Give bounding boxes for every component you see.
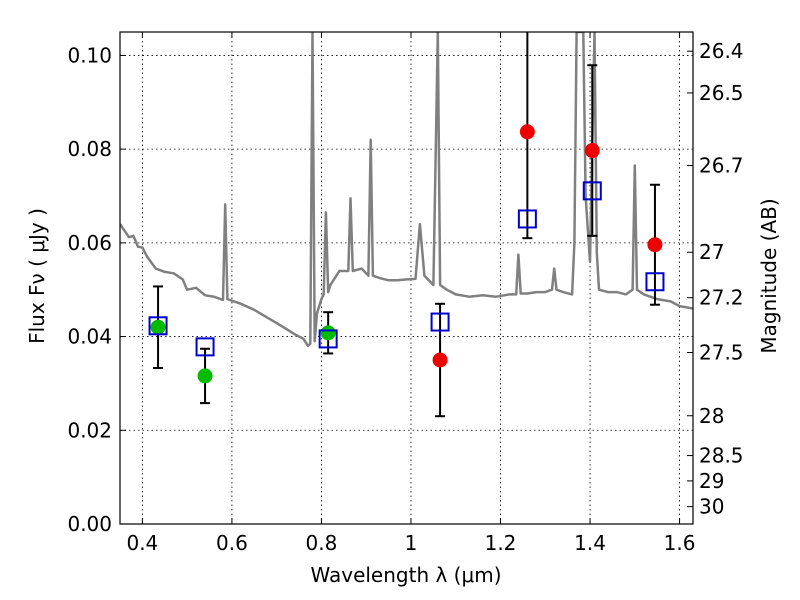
y-tick-label: 0.10 xyxy=(67,43,112,67)
right-tick-label: 28.5 xyxy=(699,444,744,468)
red-data-point xyxy=(519,124,535,140)
right-tick-label: 26.7 xyxy=(699,154,744,178)
right-tick-label: 26.4 xyxy=(699,39,744,63)
right-tick-label: 29 xyxy=(699,469,724,493)
y-tick-label: 0.02 xyxy=(67,418,112,442)
right-tick-label: 27 xyxy=(699,240,724,264)
model-square-marker xyxy=(645,272,665,292)
red-data-point xyxy=(432,352,448,368)
x-tick-label: 0.4 xyxy=(126,531,158,555)
model-square-marker xyxy=(582,181,602,201)
right-axis-label: Magnitude (AB) xyxy=(757,198,781,353)
y-axis-label: Flux Fν ( μJy ) xyxy=(25,208,49,344)
x-tick-label: 1.2 xyxy=(485,531,517,555)
x-tick-label: 1 xyxy=(405,531,418,555)
x-tick-label: 0.6 xyxy=(216,531,248,555)
model-square-marker xyxy=(517,209,537,229)
y-tick-label: 0.06 xyxy=(67,231,112,255)
green-data-point xyxy=(320,325,336,341)
model-square-marker xyxy=(148,316,168,336)
right-tick-label: 27.5 xyxy=(699,341,744,365)
red-data-point xyxy=(647,237,663,253)
model-square-marker xyxy=(195,337,215,357)
spectrum-line xyxy=(120,32,693,348)
green-data-point xyxy=(197,368,213,384)
data-markers xyxy=(148,124,665,384)
y-tick-label: 0.00 xyxy=(67,512,112,536)
model-square-marker xyxy=(318,329,338,349)
x-tick-label: 1.4 xyxy=(574,531,606,555)
right-tick-label: 28 xyxy=(699,404,724,428)
model-square-marker xyxy=(430,312,450,332)
red-data-point xyxy=(584,143,600,159)
x-tick-label: 1.6 xyxy=(664,531,696,555)
spectrum-series xyxy=(120,32,693,348)
y-tick-label: 0.04 xyxy=(67,325,112,349)
plot-frame xyxy=(119,31,694,525)
y-tick-label: 0.08 xyxy=(67,137,112,161)
x-axis-ticks: 0.4 0.6 0.8 1 1.2 1.4 1.6 xyxy=(126,32,695,555)
right-tick-label: 27.2 xyxy=(699,286,744,310)
right-tick-label: 30 xyxy=(699,495,724,519)
right-tick-label: 26.5 xyxy=(699,81,744,105)
x-axis-label: Wavelength λ (μm) xyxy=(310,563,501,587)
grid-lines xyxy=(120,32,693,525)
x-tick-label: 0.8 xyxy=(306,531,338,555)
y-axis-ticks: 0.00 0.02 0.04 0.06 0.08 0.10 xyxy=(67,43,126,536)
green-data-point xyxy=(150,319,166,335)
